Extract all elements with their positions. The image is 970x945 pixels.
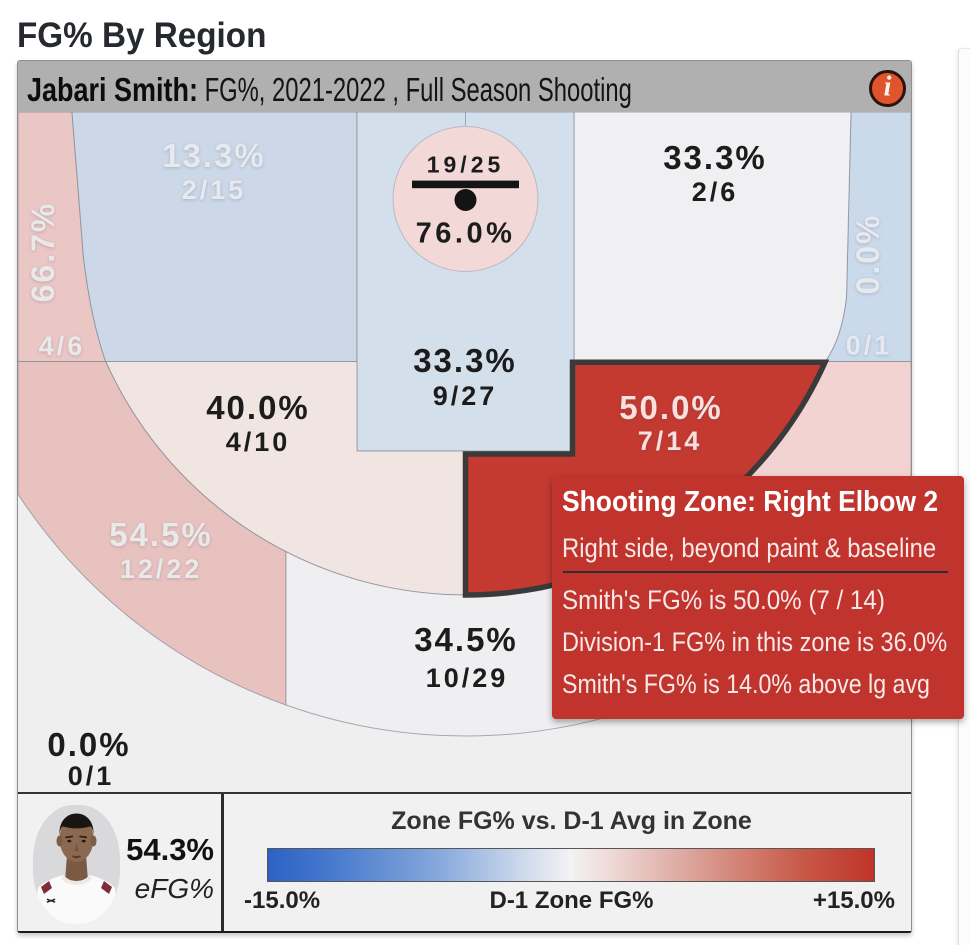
svg-text:10/29: 10/29 bbox=[426, 663, 509, 693]
svg-text:2/15: 2/15 bbox=[182, 175, 247, 205]
svg-text:4/10: 4/10 bbox=[226, 427, 291, 457]
svg-text:13.3%: 13.3% bbox=[162, 137, 266, 174]
svg-text:76.0%: 76.0% bbox=[416, 218, 516, 250]
svg-text:40.0%: 40.0% bbox=[206, 389, 310, 426]
svg-text:0.0%: 0.0% bbox=[47, 726, 130, 763]
svg-text:66.7%: 66.7% bbox=[25, 202, 61, 303]
svg-text:12/22: 12/22 bbox=[120, 554, 203, 584]
svg-text:33.3%: 33.3% bbox=[413, 342, 517, 379]
svg-text:0.0%: 0.0% bbox=[850, 214, 886, 295]
svg-text:34.5%: 34.5% bbox=[414, 621, 518, 658]
svg-text:33.3%: 33.3% bbox=[663, 139, 767, 176]
svg-text:54.5%: 54.5% bbox=[109, 516, 213, 553]
svg-text:7/14: 7/14 bbox=[638, 426, 703, 456]
svg-text:0/1: 0/1 bbox=[846, 331, 893, 361]
svg-text:9/27: 9/27 bbox=[433, 381, 498, 411]
svg-text:2/6: 2/6 bbox=[692, 177, 739, 207]
svg-text:50.0%: 50.0% bbox=[619, 389, 723, 426]
svg-text:19/25: 19/25 bbox=[427, 152, 505, 178]
svg-text:0/1: 0/1 bbox=[68, 761, 115, 791]
svg-text:4/6: 4/6 bbox=[39, 331, 86, 361]
